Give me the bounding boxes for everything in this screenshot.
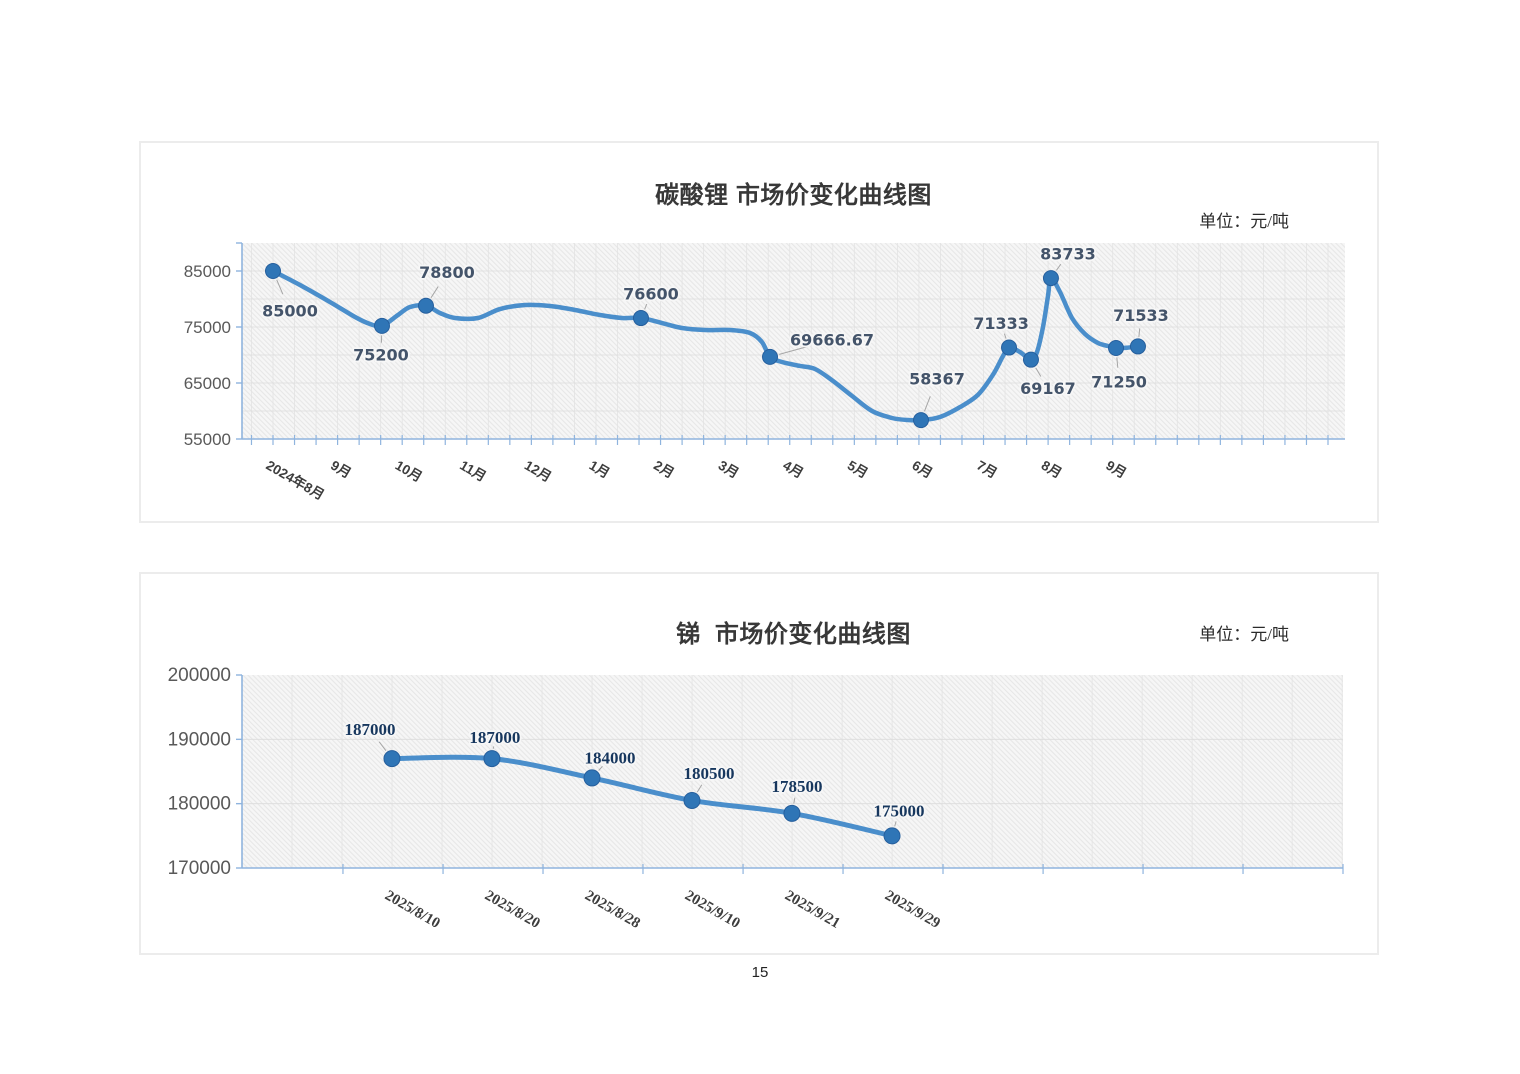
x-tick-label: 2025/9/10 (682, 888, 743, 932)
plot-area (242, 243, 1345, 439)
x-tick-label: 2025/8/10 (382, 888, 443, 932)
data-label: 187000 (344, 720, 395, 739)
data-point-marker (383, 750, 401, 768)
data-label-leader (644, 303, 648, 310)
x-tick-label: 2025/8/20 (482, 888, 543, 932)
data-point-marker (483, 750, 501, 768)
data-label: 71333 (973, 314, 1029, 333)
antimony-chart-card: 锑 市场价变化曲线图 单位：元/吨 187000 187000 184000 1805… (139, 572, 1379, 955)
data-label-leader (378, 741, 387, 751)
data-point-marker (913, 412, 930, 429)
data-label-leader (923, 396, 931, 412)
data-label-leader (1056, 263, 1062, 271)
y-tick-label: 55000 (184, 430, 231, 449)
data-label: 69666.67 (790, 330, 874, 349)
page-number: 15 (751, 964, 769, 981)
price-line (389, 754, 895, 839)
x-tick-label: 12月 (522, 458, 554, 485)
x-tick-label: 8月 (1039, 458, 1065, 481)
data-label: 71250 (1091, 373, 1147, 392)
y-tick-label: 65000 (184, 374, 231, 393)
x-tick-label: 7月 (974, 458, 1000, 481)
data-point-marker (1129, 338, 1146, 355)
data-label-leader (598, 765, 603, 771)
y-tick-label: 170000 (168, 858, 231, 879)
data-label: 76600 (623, 285, 679, 304)
x-tick-label: 2024年8月 (263, 457, 327, 503)
x-tick-label: 1月 (587, 458, 613, 481)
data-label-leader (894, 821, 897, 827)
data-point-marker (632, 310, 649, 327)
x-tick-label: 5月 (845, 458, 871, 481)
chart-title: 碳酸锂 市场价变化曲线图 (655, 182, 932, 209)
data-point-marker (417, 297, 434, 314)
x-tick-label: 10月 (393, 458, 425, 485)
y-tick-label: 200000 (168, 665, 231, 686)
unit-label: 单位：元/吨 (1199, 212, 1289, 231)
data-label-leader (1003, 333, 1007, 339)
data-point-marker (264, 263, 281, 279)
x-tick-label: 2月 (651, 458, 677, 481)
data-label: 187000 (469, 728, 520, 747)
x-tick-label: 6月 (910, 458, 936, 481)
x-tick-label: 9月 (328, 458, 354, 481)
x-tick-label: 2025/9/21 (782, 888, 843, 932)
data-label-leader (1035, 367, 1042, 377)
x-tick-label: 9月 (1103, 458, 1129, 481)
x-tick-label: 2025/9/29 (882, 888, 943, 932)
data-label: 178500 (771, 777, 822, 796)
data-label-leader (430, 286, 439, 298)
data-label: 75200 (353, 345, 409, 364)
data-label: 184000 (585, 748, 636, 767)
data-point-marker (583, 769, 601, 787)
data-label: 58367 (909, 370, 965, 389)
y-tick-label: 180000 (168, 794, 231, 815)
data-label: 71533 (1113, 306, 1169, 325)
data-point-marker (683, 791, 701, 809)
y-tick-label: 85000 (184, 262, 231, 281)
data-point-marker (1042, 270, 1059, 287)
data-label-leader (1116, 357, 1119, 368)
data-label: 69167 (1020, 379, 1076, 398)
data-point-marker (762, 348, 779, 365)
lithium-carbonate-chart-card: 碳酸锂 市场价变化曲线图 单位：元/吨 85000 75200 78800 76600… (139, 141, 1379, 523)
data-point-marker (1022, 351, 1039, 368)
x-tick-label: 2025/8/28 (582, 888, 643, 932)
unit-label: 单位：元/吨 (1199, 625, 1289, 644)
data-point-marker (1108, 340, 1125, 356)
data-point-marker (783, 804, 801, 822)
lithium-price-line-chart: 85000 75200 78800 76600 69666.67 58367 71333 69… (184, 242, 1345, 503)
chart-title: 锑 市场价变化曲线图 (676, 621, 911, 648)
x-tick-label: 11月 (457, 458, 489, 485)
data-label: 175000 (874, 801, 925, 820)
antimony-price-line-chart: 187000 187000 184000 180500 178500 175000 2000… (168, 665, 1344, 932)
plot-area (242, 675, 1343, 868)
x-tick-label: 3月 (716, 458, 742, 481)
data-label: 180500 (683, 764, 734, 783)
data-label-leader (779, 346, 807, 355)
data-label: 78800 (419, 263, 475, 282)
data-point-marker (1001, 339, 1018, 356)
data-label-leader (1138, 328, 1141, 338)
data-point-marker (373, 317, 390, 334)
data-label-leader (696, 784, 703, 793)
price-line (270, 268, 1141, 423)
x-tick-label: 4月 (780, 458, 806, 481)
y-tick-label: 190000 (168, 729, 231, 750)
data-point-marker (883, 827, 901, 845)
data-label: 85000 (262, 302, 318, 321)
data-label-leader (793, 797, 796, 804)
y-tick-label: 75000 (184, 318, 231, 337)
data-label: 83733 (1040, 245, 1096, 264)
data-label-leader (276, 279, 284, 295)
